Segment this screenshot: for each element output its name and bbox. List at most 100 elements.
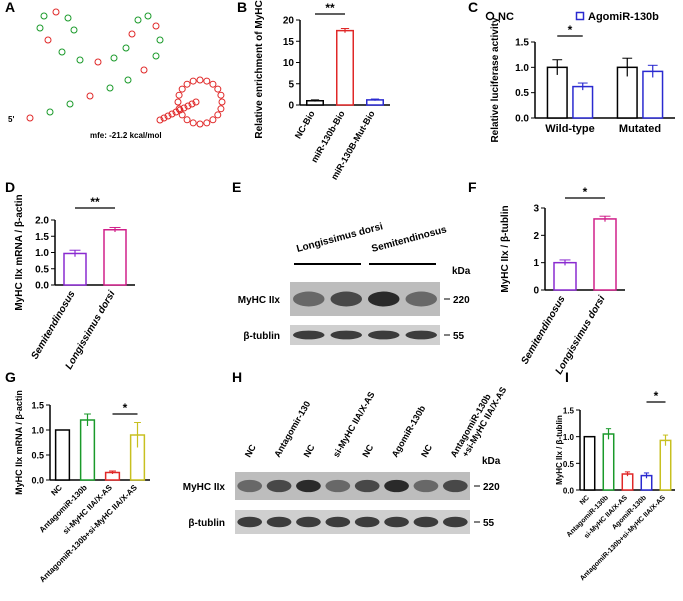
bar — [659, 439, 672, 491]
lane-label: NC — [419, 442, 434, 459]
base — [86, 92, 94, 100]
base — [46, 108, 54, 116]
panel-letter: H — [232, 369, 242, 385]
bar — [336, 29, 354, 106]
base — [168, 110, 176, 118]
band — [413, 479, 439, 493]
bar — [621, 473, 634, 491]
panel-letter: F — [468, 179, 477, 195]
base — [44, 36, 52, 44]
band — [405, 291, 437, 307]
panel-letter: A — [5, 0, 15, 15]
band — [237, 516, 263, 528]
band — [293, 291, 325, 307]
bar — [583, 435, 596, 491]
legend-label: NC — [498, 11, 514, 23]
band — [413, 516, 439, 528]
base — [192, 98, 200, 106]
size-label: 220 — [483, 482, 500, 493]
sig-label: ** — [325, 1, 335, 15]
band — [354, 516, 380, 528]
x-tick-label: NC — [579, 494, 591, 506]
base — [128, 30, 136, 38]
band — [368, 330, 400, 340]
sig-label: * — [123, 401, 128, 415]
x-tick-label: Semitendinosus — [519, 294, 567, 367]
band — [266, 479, 292, 493]
base — [196, 120, 204, 128]
y-tick-label: 1.5 — [563, 407, 575, 416]
sig-label: * — [568, 23, 573, 37]
band — [384, 516, 409, 528]
base — [183, 80, 191, 88]
panel-letter: I — [565, 369, 569, 385]
x-tick-label: Semitendinosus — [29, 289, 77, 362]
y-tick-label: 2.0 — [35, 216, 49, 227]
y-label: MyHC IIx / β-tublin — [555, 415, 564, 485]
y-tick-label: 2 — [533, 231, 539, 242]
y-tick-label: 0.0 — [563, 487, 575, 496]
base — [152, 22, 160, 30]
x-tick-label: NC-Bio — [293, 109, 317, 141]
y-label: Relative luciferase activity — [490, 17, 501, 143]
sig-label: * — [583, 185, 588, 199]
base — [36, 24, 44, 32]
y-tick-label: 1.5 — [515, 38, 529, 49]
base — [203, 119, 211, 127]
y-tick-label: 10 — [283, 58, 295, 69]
base — [64, 14, 72, 22]
y-tick-label: 0.0 — [35, 281, 49, 292]
panel-letter: D — [5, 179, 15, 195]
five-prime: 5' — [8, 115, 14, 124]
base — [217, 105, 225, 113]
base — [214, 111, 222, 119]
band — [325, 479, 351, 493]
base — [122, 44, 130, 52]
x-tick-label: Wild-type — [545, 123, 594, 135]
mfe-label: mfe: -21.2 kcal/mol — [90, 131, 162, 140]
bar — [593, 218, 617, 291]
lane-label: NC — [243, 442, 258, 459]
band — [405, 330, 437, 340]
base — [160, 114, 168, 122]
y-tick-label: 0 — [288, 101, 294, 112]
band — [442, 479, 468, 493]
base — [188, 100, 196, 108]
base — [180, 104, 188, 112]
kda-label: kDa — [452, 266, 471, 277]
base — [174, 98, 182, 106]
base — [152, 52, 160, 60]
x-tick-label: Mutated — [619, 123, 661, 135]
bar — [572, 85, 594, 119]
base — [76, 56, 84, 64]
base — [156, 116, 164, 124]
bar — [79, 419, 96, 481]
band — [330, 330, 362, 340]
y-tick-label: 5 — [288, 79, 294, 90]
legend-marker — [485, 11, 495, 21]
bar — [553, 261, 577, 291]
y-label: MyHC IIx mRNA / β-actin — [14, 390, 24, 495]
y-label: MyHC IIx mRNA / β-actin — [14, 194, 25, 310]
base — [70, 26, 78, 34]
y-tick-label: 1.0 — [35, 248, 49, 259]
base — [189, 77, 197, 85]
y-tick-label: 1 — [533, 258, 539, 269]
base — [40, 12, 48, 20]
band — [296, 479, 321, 493]
y-tick-label: 0.5 — [31, 451, 44, 461]
base — [94, 58, 102, 66]
y-tick-label: 3 — [533, 204, 539, 215]
sig-label: ** — [90, 195, 100, 209]
band — [442, 516, 468, 528]
base — [124, 76, 132, 84]
base — [184, 102, 192, 110]
base — [209, 80, 217, 88]
band — [237, 479, 263, 493]
row-label: β-tublin — [243, 331, 280, 342]
y-tick-label: 0.0 — [31, 476, 44, 486]
row-label: β-tublin — [188, 518, 225, 529]
size-label: 220 — [453, 295, 470, 306]
blot-bg — [290, 325, 440, 345]
